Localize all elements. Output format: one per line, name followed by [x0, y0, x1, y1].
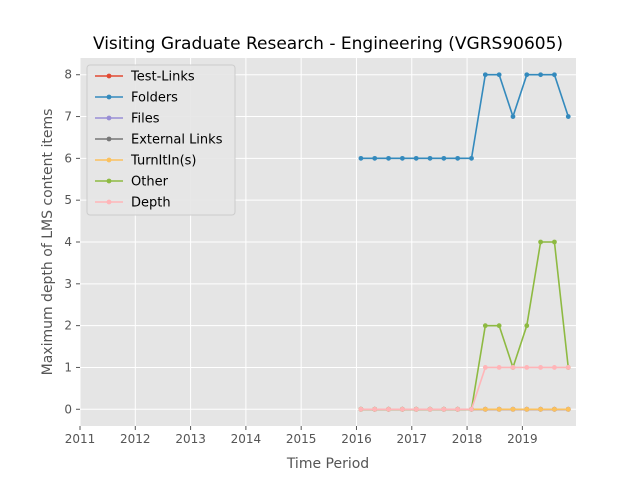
- legend-marker: [106, 157, 112, 163]
- data-point: [413, 155, 419, 161]
- data-point: [524, 365, 530, 370]
- data-point: [565, 406, 571, 412]
- x-tick-label: 2013: [175, 432, 206, 446]
- x-axis: 2011 2012 2013 2014 2015 2016 2017 2018 2019: [65, 426, 538, 446]
- data-point: [538, 72, 544, 78]
- legend-item: External Links: [95, 133, 223, 148]
- data-point: [565, 365, 571, 370]
- data-point: [482, 365, 488, 370]
- data-point: [496, 406, 502, 412]
- data-point: [565, 114, 571, 119]
- y-tick-label: 3: [64, 277, 72, 291]
- data-point: [496, 72, 502, 78]
- data-point: [427, 155, 433, 161]
- y-tick-label: 8: [64, 68, 72, 82]
- legend-marker: [106, 136, 112, 142]
- y-axis: 0 1 2 3 4 5 6 7 8: [64, 68, 80, 416]
- series-depth: [358, 365, 571, 412]
- data-point: [482, 406, 488, 412]
- legend-marker: [106, 115, 112, 121]
- x-tick-label: 2015: [286, 432, 317, 446]
- legend-marker: [106, 178, 112, 184]
- data-point: [510, 114, 516, 119]
- y-tick-label: 6: [64, 151, 72, 165]
- data-point: [399, 406, 405, 412]
- data-point: [538, 365, 544, 370]
- y-tick-label: 5: [64, 193, 72, 207]
- x-tick-label: 2012: [120, 432, 151, 446]
- legend-marker: [106, 94, 112, 100]
- data-point: [441, 155, 447, 161]
- x-tick-label: 2016: [341, 432, 372, 446]
- legend-item: Files: [95, 112, 160, 127]
- data-point: [482, 323, 488, 329]
- legend: Test-Links Folders Files External Links Turn…: [86, 64, 236, 216]
- data-point: [372, 406, 378, 412]
- data-point: [552, 72, 557, 78]
- x-tick-label: 2014: [231, 432, 262, 446]
- legend-item: TurnItIn(s): [95, 154, 196, 169]
- y-tick-label: 0: [64, 402, 72, 416]
- data-point: [510, 406, 516, 412]
- data-point: [552, 365, 557, 370]
- data-point: [510, 365, 516, 370]
- legend-item: Test-Links: [95, 70, 195, 85]
- data-point: [358, 155, 364, 161]
- data-point: [524, 406, 530, 412]
- data-point: [538, 239, 544, 245]
- legend-box: [86, 64, 236, 216]
- data-point: [386, 406, 391, 412]
- legend-marker: [106, 199, 112, 205]
- x-tick-label: 2019: [507, 432, 538, 446]
- y-axis-label: Maximum depth of LMS content items: [40, 109, 56, 376]
- series-line: [360, 366, 569, 411]
- legend-label: Depth: [131, 196, 171, 211]
- legend-label: External Links: [131, 133, 223, 148]
- data-point: [496, 365, 502, 370]
- data-point: [538, 406, 544, 412]
- legend-item: Depth: [95, 196, 171, 211]
- x-tick-label: 2018: [452, 432, 483, 446]
- x-axis-label: Time Period: [286, 456, 369, 472]
- data-point: [524, 72, 530, 78]
- legend-label: Folders: [131, 91, 178, 106]
- series-line: [360, 73, 570, 160]
- data-point: [524, 323, 530, 329]
- data-point: [496, 323, 502, 329]
- legend-label: Files: [131, 112, 160, 127]
- data-point: [413, 406, 419, 412]
- chart-title: Visiting Graduate Research - Engineering…: [93, 34, 563, 54]
- y-tick-label: 4: [64, 235, 72, 249]
- legend-label: Other: [131, 175, 169, 190]
- series-group: [358, 72, 571, 412]
- data-point: [455, 406, 461, 412]
- x-tick-label: 2011: [65, 432, 96, 446]
- data-point: [455, 155, 461, 161]
- data-point: [372, 155, 378, 161]
- data-point: [399, 155, 405, 161]
- legend-item: Folders: [95, 91, 178, 106]
- data-point: [552, 239, 557, 245]
- data-point: [358, 406, 364, 412]
- data-point: [427, 406, 433, 412]
- y-tick-label: 7: [64, 110, 72, 124]
- data-point: [469, 406, 474, 412]
- legend-item: Other: [95, 175, 169, 190]
- data-point: [386, 155, 391, 161]
- x-tick-label: 2017: [396, 432, 427, 446]
- legend-label: Test-Links: [130, 70, 195, 85]
- data-point: [469, 155, 474, 161]
- legend-marker: [106, 73, 112, 79]
- data-point: [552, 406, 557, 412]
- series-folders: [358, 72, 571, 161]
- data-point: [482, 72, 488, 78]
- y-tick-label: 1: [64, 360, 72, 374]
- legend-label: TurnItIn(s): [130, 154, 196, 169]
- data-point: [441, 406, 447, 412]
- y-tick-label: 2: [64, 319, 72, 333]
